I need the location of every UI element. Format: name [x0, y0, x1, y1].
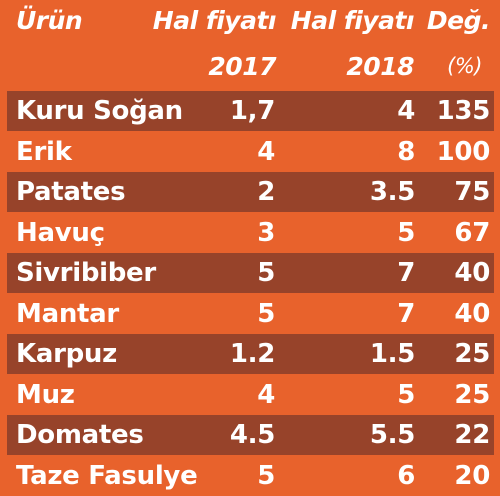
cell-price-2017: 4.5	[229, 420, 275, 450]
cell-change: 20	[454, 460, 490, 491]
cell-change: 25	[454, 339, 490, 369]
cell-product: Mantar	[16, 298, 119, 329]
table-row: Mantar 5 7 40	[7, 294, 494, 334]
cell-price-2018: 7	[397, 298, 415, 329]
cell-price-2018: 1.5	[369, 339, 415, 369]
cell-price-2017: 1.2	[229, 339, 275, 369]
price-table: Ürün Hal fiyatı 2017 Hal fiyatı 2018 Değ…	[7, 0, 494, 493]
table-row: Domates 4.5 5.5 22	[7, 415, 494, 455]
cell-change: 22	[454, 420, 490, 450]
cell-product: Sivribiber	[16, 258, 156, 288]
table-row: Karpuz 1.2 1.5 25	[7, 334, 494, 374]
cell-change: 75	[454, 177, 490, 207]
header-price-2018-label: Hal fiyatı	[290, 6, 415, 35]
cell-price-2017: 5	[257, 460, 275, 491]
cell-price-2017: 3	[257, 217, 275, 248]
cell-product: Taze Fasulye	[16, 460, 198, 491]
header-change-unit: (%)	[447, 54, 482, 78]
cell-change: 40	[454, 298, 490, 329]
table-row: Kuru Soğan 1,7 4 135	[7, 91, 494, 131]
table-row: Muz 4 5 25	[7, 375, 494, 415]
header-change: Değ.	[426, 6, 491, 35]
cell-price-2017: 5	[257, 258, 275, 288]
cell-price-2018: 3.5	[369, 177, 415, 207]
cell-price-2017: 4	[257, 379, 275, 410]
cell-price-2018: 5	[397, 217, 415, 248]
cell-change: 100	[436, 136, 491, 167]
cell-product: Kuru Soğan	[16, 96, 183, 126]
cell-price-2018: 7	[397, 258, 415, 288]
cell-price-2018: 4	[397, 96, 415, 126]
cell-price-2017: 2	[257, 177, 275, 207]
header-price-2017-label: Hal fiyatı	[152, 6, 277, 35]
cell-price-2017: 1,7	[229, 96, 275, 126]
table-row: Patates 2 3.5 75	[7, 172, 494, 212]
cell-price-2018: 5	[397, 379, 415, 410]
cell-price-2017: 4	[257, 136, 275, 167]
cell-price-2017: 5	[257, 298, 275, 329]
cell-change: 67	[454, 217, 490, 248]
table-body: Kuru Soğan 1,7 4 135 Erik 4 8 100 Patates 2 3.5 75 H…	[7, 91, 494, 496]
header-price-2017-year: 2017	[208, 52, 276, 81]
cell-product: Karpuz	[16, 339, 117, 369]
cell-price-2018: 5.5	[369, 420, 415, 450]
cell-change: 25	[454, 379, 490, 410]
cell-price-2018: 8	[397, 136, 415, 167]
cell-product: Domates	[16, 420, 144, 450]
cell-change: 135	[436, 96, 491, 126]
table-row: Erik 4 8 100	[7, 132, 494, 172]
cell-product: Havuç	[16, 217, 105, 248]
table-row: Sivribiber 5 7 40	[7, 253, 494, 293]
table-header: Ürün Hal fiyatı 2017 Hal fiyatı 2018 Değ…	[7, 0, 494, 88]
cell-product: Muz	[16, 379, 75, 410]
cell-product: Patates	[16, 177, 126, 207]
table-row: Taze Fasulye 5 6 20	[7, 456, 494, 496]
cell-product: Erik	[16, 136, 72, 167]
header-product: Ürün	[16, 6, 83, 35]
header-price-2018-year: 2018	[346, 52, 414, 81]
cell-change: 40	[454, 258, 490, 288]
cell-price-2018: 6	[397, 460, 415, 491]
table-row: Havuç 3 5 67	[7, 213, 494, 253]
